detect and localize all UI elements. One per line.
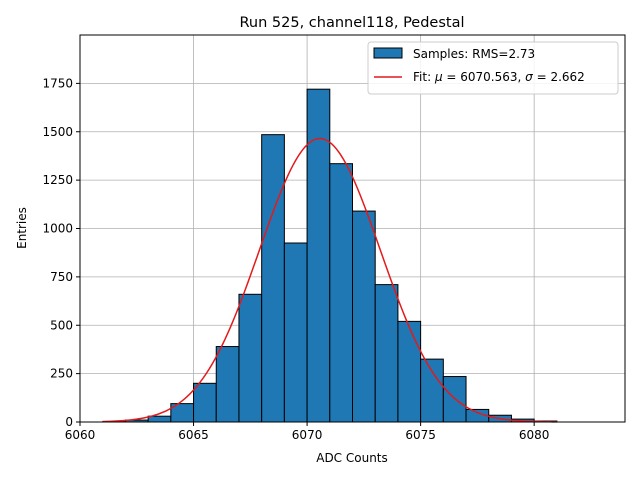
- fit-curve: [102, 137, 557, 423]
- legend: Samples: RMS=2.73 Fit: μ = 6070.563, σ =…: [367, 41, 619, 95]
- y-tick-label: 1000: [42, 222, 73, 236]
- histogram-bar: [374, 284, 399, 423]
- y-tick-label: 1250: [42, 173, 73, 187]
- histogram-bar: [193, 382, 217, 423]
- histogram-bar: [397, 320, 422, 423]
- histogram-bars: [102, 88, 558, 423]
- x-axis-ticks: 6060 6065 6070 6075 6080: [65, 422, 550, 442]
- y-tick-label: 0: [65, 415, 73, 429]
- y-tick-label: 250: [50, 367, 73, 381]
- plot-frame: [79, 34, 626, 423]
- y-tick-label: 500: [50, 318, 73, 332]
- histogram-bar: [215, 346, 240, 423]
- histogram-bar: [147, 415, 172, 423]
- legend-fit-label: Fit: μ = 6070.563, σ = 2.662: [413, 70, 585, 84]
- legend-frame: [367, 41, 619, 95]
- y-tick-label: 1750: [42, 76, 73, 90]
- histogram-bar: [352, 210, 376, 423]
- x-tick-label: 6075: [405, 428, 436, 442]
- histogram-bar: [329, 163, 353, 423]
- x-tick-label: 6080: [519, 428, 550, 442]
- y-axis-label: Entries: [15, 207, 29, 249]
- y-tick-label: 1500: [42, 125, 73, 139]
- legend-samples-swatch: [373, 47, 403, 59]
- histogram-bar: [261, 134, 285, 423]
- histogram-bar: [283, 242, 308, 423]
- y-tick-label: 750: [50, 270, 73, 284]
- x-tick-label: 6065: [178, 428, 209, 442]
- y-axis-ticks: 0 250 500 750 1000 1250 1500 1750: [42, 76, 80, 429]
- histogram-bar: [420, 358, 444, 423]
- chart-title: Run 525, channel118, Pedestal: [239, 15, 464, 31]
- x-axis-label: ADC Counts: [316, 451, 388, 465]
- legend-samples-label: Samples: RMS=2.73: [413, 47, 535, 61]
- x-tick-label: 6060: [65, 428, 96, 442]
- histogram-bar: [238, 293, 263, 423]
- x-tick-label: 6070: [292, 428, 323, 442]
